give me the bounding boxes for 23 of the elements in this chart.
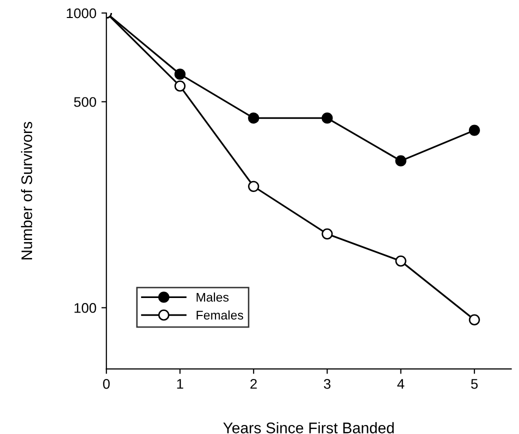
x-tick-label: 5 <box>471 379 478 389</box>
y-tick-label: 500 <box>74 97 96 107</box>
point <box>395 155 406 166</box>
point <box>174 80 186 92</box>
x-axis-title: Years Since First Banded <box>223 422 394 434</box>
y-axis-title: Number of Survivors <box>20 122 32 260</box>
legend-label: Females <box>196 310 244 320</box>
point <box>248 112 260 124</box>
x-tick-label: 2 <box>250 378 257 389</box>
point <box>248 180 260 192</box>
x-tick-label: 3 <box>324 378 330 389</box>
point <box>322 228 333 240</box>
y-tick-label: 100 <box>74 303 96 313</box>
x-tick-label: 0 <box>103 378 110 389</box>
x-tick-label: 1 <box>177 379 184 389</box>
legend-label: Males <box>196 292 229 302</box>
point <box>322 112 333 124</box>
point <box>468 124 480 136</box>
x-tick-label: 4 <box>397 379 404 389</box>
point <box>395 255 406 267</box>
point <box>468 314 480 326</box>
y-tick-label: 1000 <box>66 8 96 18</box>
point <box>174 68 186 80</box>
